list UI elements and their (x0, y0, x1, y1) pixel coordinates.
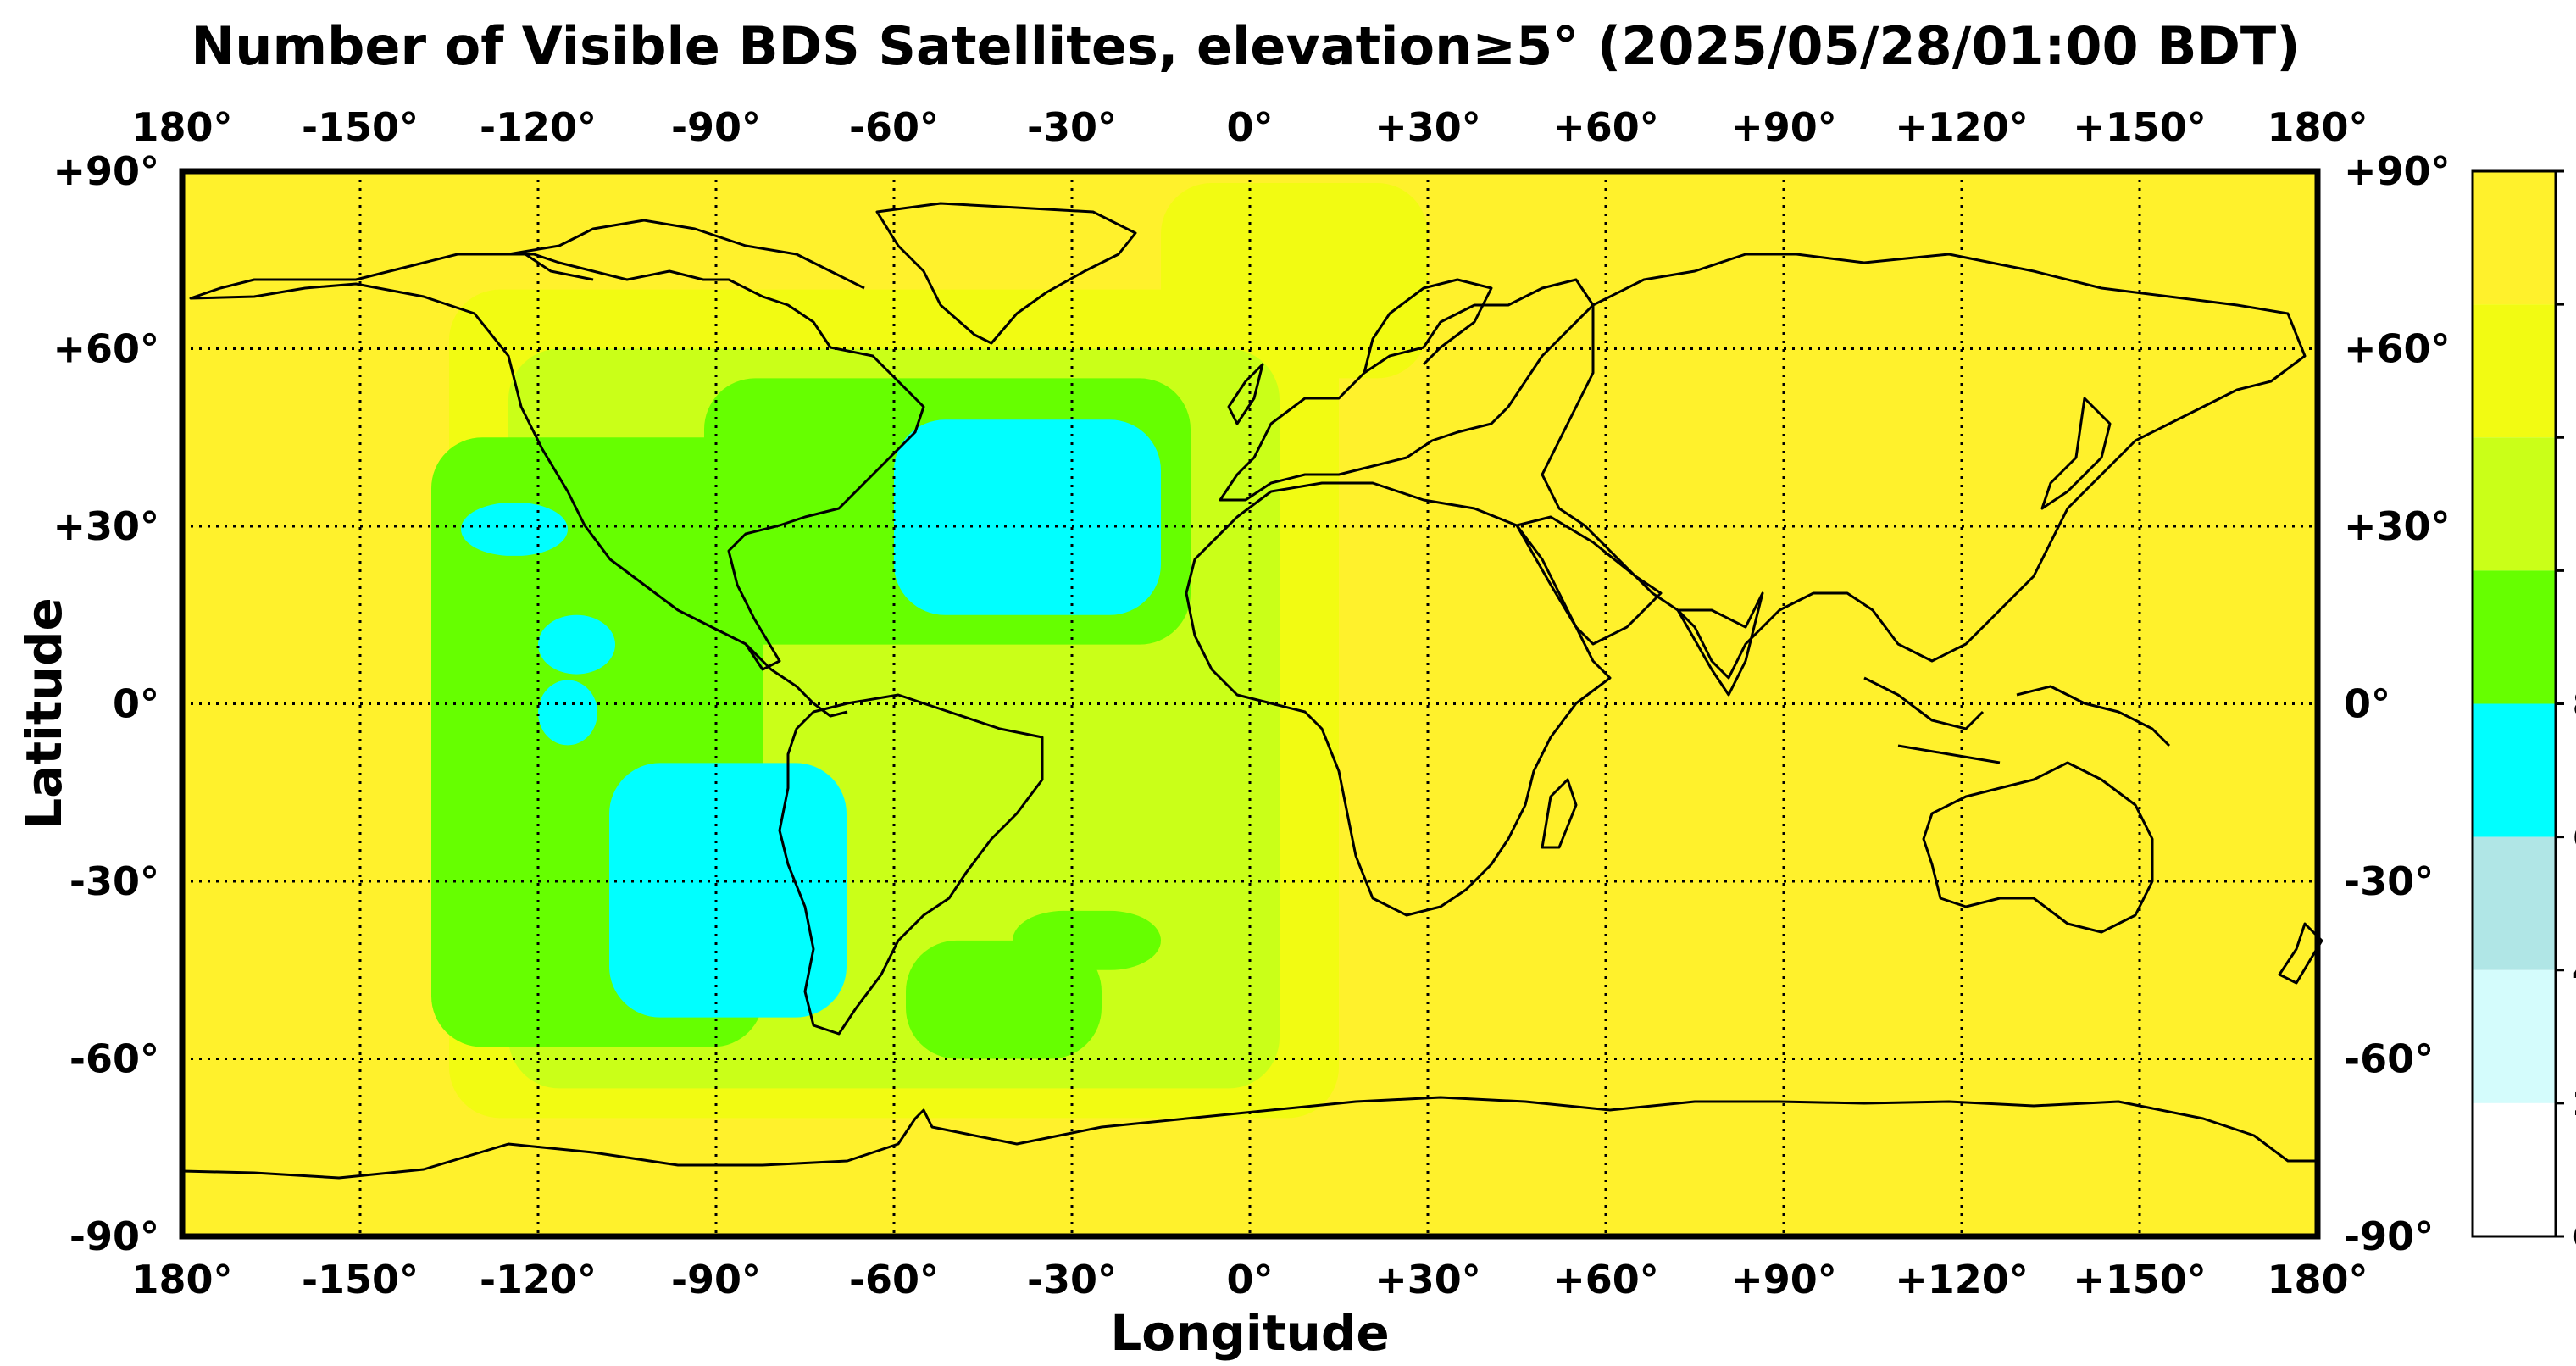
latitude-tick-label-left: +30° (53, 503, 159, 549)
coastline-india (1676, 591, 1764, 697)
colorbar-tick-label: 2 (2573, 1086, 2576, 1123)
latitude-tick-label-right: +60° (2344, 326, 2451, 372)
latitude-tick-label-right: 0° (2344, 681, 2390, 727)
longitude-tick-label-top: -120° (480, 104, 597, 150)
coastline-north-america (189, 253, 925, 671)
visibility-region (461, 503, 568, 556)
longitude-tick-label-bottom: -120° (480, 1257, 597, 1302)
y-axis-label: Latitude (15, 597, 73, 830)
longitude-tick-label-bottom: 180° (2267, 1257, 2368, 1302)
visibility-regions (431, 182, 1428, 1119)
latitude-tick-label-left: 0° (113, 681, 159, 727)
coastline-britain (1227, 363, 1264, 425)
visibility-region (894, 419, 1161, 615)
longitude-tick-label-bottom: 0° (1226, 1257, 1273, 1302)
longitude-tick-label-bottom: +150° (2073, 1257, 2207, 1302)
visibility-region (1161, 182, 1428, 379)
latitude-tick-label-right: +90° (2344, 148, 2451, 194)
latitude-ticks-left: +90° +60° +30° 0° -30° -60° -90° (53, 148, 159, 1259)
colorbar-tick-label: 8 (2573, 686, 2576, 724)
longitude-tick-label-bottom: +30° (1374, 1257, 1481, 1302)
longitude-tick-label-bottom: +60° (1552, 1257, 1659, 1302)
coastline-australia (1922, 761, 2154, 934)
latitude-tick-label-left: -90° (69, 1213, 159, 1259)
colorbar-bin (2473, 1102, 2556, 1236)
visibility-region (609, 763, 847, 1018)
x-axis-label: Longitude (1110, 1304, 1389, 1362)
colorbar-tick-label: 6 (2573, 819, 2576, 857)
colorbar-bin (2473, 836, 2556, 970)
longitude-tick-label-bottom: -90° (671, 1257, 761, 1302)
colorbar-bin (2473, 703, 2556, 837)
longitude-tick-label-top: 180° (131, 104, 232, 150)
coastline-africa (1185, 481, 1612, 917)
longitude-tick-label-bottom: +90° (1730, 1257, 1837, 1302)
colorbar-tick-label: 4 (2573, 952, 2576, 990)
coastline-scandinavia (1363, 278, 1493, 374)
longitude-tick-label-top: -90° (671, 104, 761, 150)
visibility-region (538, 680, 597, 746)
longitude-tick-label-bottom: -60° (849, 1257, 939, 1302)
coastline-madagascar (1541, 778, 1578, 849)
longitude-tick-label-top: +120° (1895, 104, 2029, 150)
colorbar-tick-label: 10 (2573, 553, 2576, 590)
map-frame (179, 168, 2321, 1240)
latitude-tick-label-right: -60° (2344, 1036, 2434, 1082)
visibility-region (906, 940, 1102, 1059)
longitude-tick-label-bottom: +120° (1895, 1257, 2029, 1302)
coastline-greenland (875, 202, 1137, 345)
coastlines (181, 202, 2323, 1180)
map-area (179, 168, 2323, 1240)
longitude-tick-label-bottom: -30° (1027, 1257, 1117, 1302)
longitude-tick-label-top: -60° (849, 104, 939, 150)
colorbar-tick-label: 0 (2573, 1219, 2576, 1256)
longitude-tick-label-top: +30° (1374, 104, 1481, 150)
colorbar-tick-label: 14 (2573, 286, 2576, 324)
latitude-tick-label-right: -30° (2344, 858, 2434, 904)
longitude-tick-label-bottom: -150° (302, 1257, 419, 1302)
latitude-tick-label-right: +30° (2344, 503, 2451, 549)
coastline-central-america (744, 642, 848, 718)
visibility-region (1013, 910, 1161, 970)
coastline-asia (1541, 253, 2307, 680)
longitude-tick-label-top: 180° (2267, 104, 2368, 150)
longitude-tick-label-bottom: 180° (131, 1257, 232, 1302)
latitude-tick-label-left: +60° (53, 326, 159, 372)
latitude-tick-label-left: -60° (69, 1036, 159, 1082)
latitude-tick-label-right: -90° (2344, 1213, 2434, 1259)
latitude-ticks-right: +90° +60° +30° 0° -30° -60° -90° (2344, 148, 2451, 1259)
colorbar: 16 14 12 10 8 6 4 2 0 (2471, 153, 2576, 1256)
colorbar-bin (2473, 304, 2556, 438)
longitude-tick-label-top: +60° (1552, 104, 1659, 150)
coastline-arctic-islands (508, 219, 865, 290)
coastline-south-america (778, 693, 1044, 1036)
coastline-antarctica (181, 1096, 2318, 1180)
latitude-tick-label-left: +90° (53, 148, 159, 194)
longitude-ticks-top: 180° -150° -120° -90° -60° -30° 0° +30° +60° +90°… (131, 104, 2368, 150)
colorbar-bin (2473, 570, 2556, 704)
latitude-tick-label-left: -30° (69, 858, 159, 904)
colorbar-bin (2473, 969, 2556, 1103)
colorbar-bin (2473, 437, 2556, 571)
visibility-region (538, 614, 615, 675)
longitude-tick-label-top: 0° (1226, 104, 1273, 150)
longitude-tick-label-top: +90° (1730, 104, 1837, 150)
colorbar-tick-label: 12 (2573, 419, 2576, 457)
gridlines (182, 171, 2318, 1236)
colorbar-bin (2473, 171, 2556, 305)
coastline-japan (2040, 397, 2112, 510)
longitude-tick-label-top: -150° (302, 104, 419, 150)
chart-title: Number of Visible BDS Satellites, elevat… (191, 15, 2300, 77)
colorbar-tick-label: 16 (2573, 153, 2576, 191)
longitude-ticks-bottom: 180° -150° -120° -90° -60° -30° 0° +30° +60° +90°… (131, 1257, 2368, 1302)
coastline-arabia (1515, 515, 1663, 646)
longitude-tick-label-top: +150° (2073, 104, 2207, 150)
longitude-tick-label-top: -30° (1027, 104, 1117, 150)
coastline-southeast-asia-islands (1863, 676, 2171, 764)
